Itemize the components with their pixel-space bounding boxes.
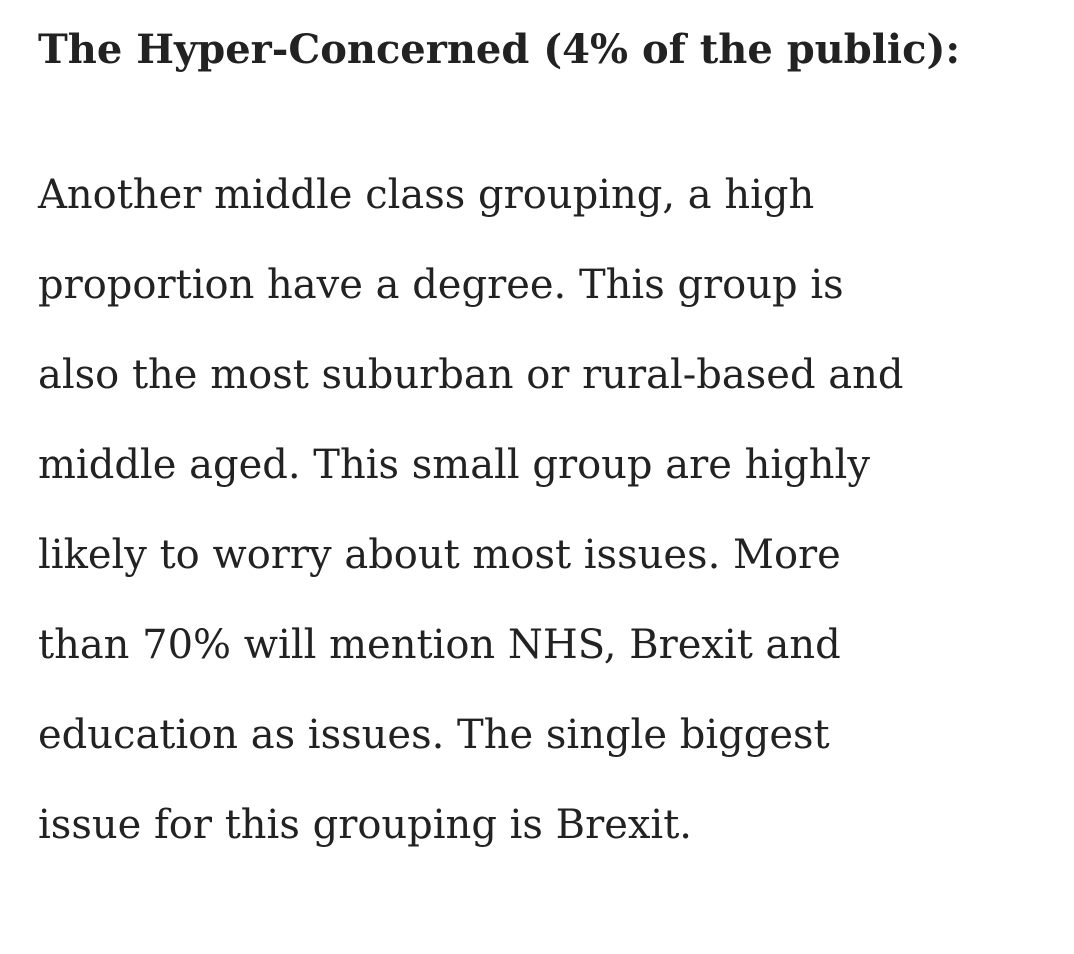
paragraph-line: middle aged. This small group are highly (38, 442, 870, 488)
paragraph-line: also the most suburban or rural-based an… (38, 352, 904, 398)
paragraph-line: education as issues. The single biggest (38, 712, 830, 758)
heading: The Hyper-Concerned (4% of the public): (38, 26, 961, 73)
paragraph-line: issue for this grouping is Brexit. (38, 802, 693, 848)
paragraph-line: than 70% will mention NHS, Brexit and (38, 622, 841, 668)
paragraph: Another middle class grouping, a high pr… (38, 150, 904, 870)
paragraph-line: Another middle class grouping, a high (38, 172, 815, 218)
paragraph-line: likely to worry about most issues. More (38, 532, 841, 578)
paragraph-line: proportion have a degree. This group is (38, 262, 844, 308)
